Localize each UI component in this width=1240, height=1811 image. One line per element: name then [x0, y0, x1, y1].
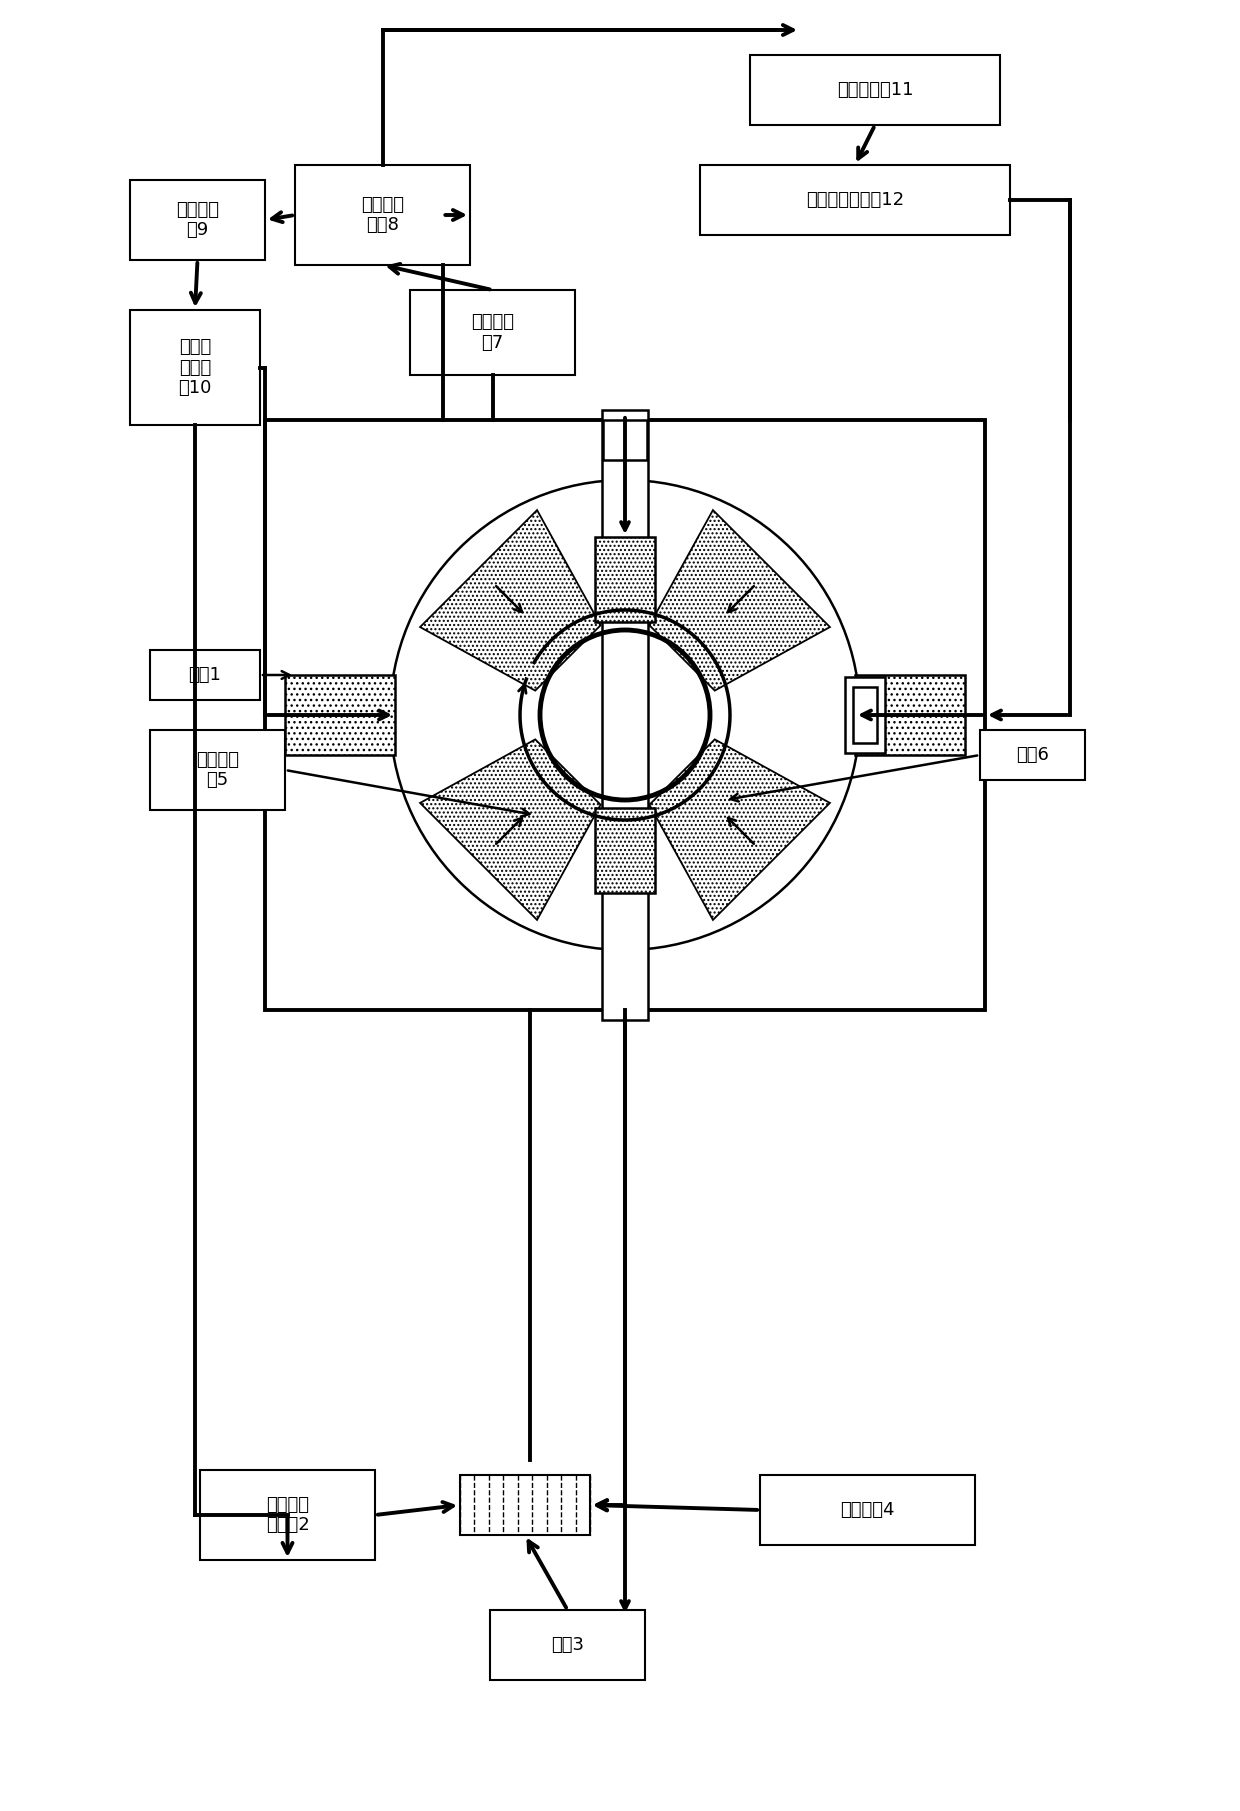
Bar — [200, 1471, 374, 1559]
Text: 第二功率放大器12: 第二功率放大器12 — [806, 190, 904, 208]
Bar — [853, 686, 877, 743]
Text: 外壳1: 外壳1 — [188, 666, 222, 685]
Text: 铁芯3: 铁芯3 — [551, 1635, 584, 1653]
Polygon shape — [420, 739, 600, 920]
Bar — [844, 677, 885, 753]
Polygon shape — [650, 739, 830, 920]
Bar — [150, 650, 260, 701]
Bar — [595, 538, 655, 621]
Bar — [130, 179, 265, 261]
Text: 主动控制
器9: 主动控制 器9 — [176, 201, 219, 239]
Text: 位置传感
器5: 位置传感 器5 — [196, 750, 239, 790]
Bar — [601, 409, 649, 1020]
Bar — [595, 808, 655, 893]
Polygon shape — [420, 511, 600, 690]
Bar — [460, 1474, 590, 1536]
Text: 智能材料
作动器2: 智能材料 作动器2 — [265, 1496, 309, 1534]
Bar — [130, 310, 260, 426]
Bar — [490, 1610, 645, 1681]
Bar — [701, 165, 1011, 235]
Bar — [295, 165, 470, 264]
Bar — [265, 420, 985, 1011]
Bar — [760, 1474, 975, 1545]
Bar — [750, 54, 999, 125]
Text: 第一功
率放大
器10: 第一功 率放大 器10 — [179, 337, 212, 397]
Text: 数据采集
模块8: 数据采集 模块8 — [361, 196, 404, 234]
Text: 励磁控制器11: 励磁控制器11 — [837, 81, 913, 100]
Bar — [410, 290, 575, 375]
Bar — [603, 420, 647, 460]
Bar — [980, 730, 1085, 781]
Text: 转子6: 转子6 — [1016, 746, 1049, 764]
Bar — [150, 730, 285, 810]
Text: 振动传感
器7: 振动传感 器7 — [471, 313, 515, 351]
Bar — [856, 676, 965, 755]
Text: 励磁线圈4: 励磁线圈4 — [841, 1501, 895, 1519]
Polygon shape — [650, 511, 830, 690]
Bar — [285, 676, 396, 755]
